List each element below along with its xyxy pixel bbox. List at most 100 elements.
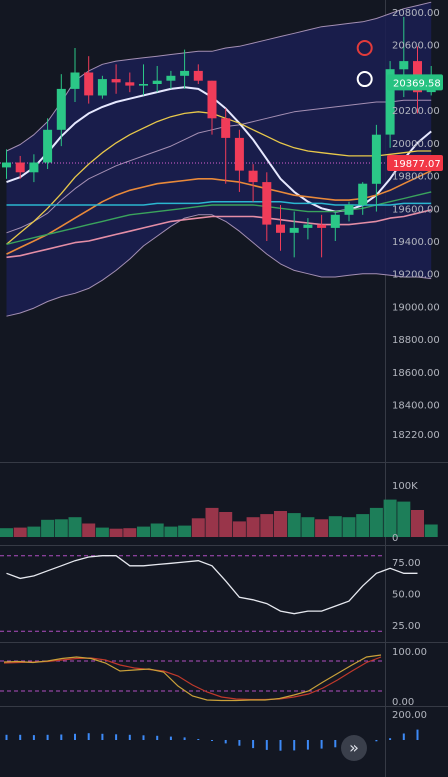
candle-body	[166, 75, 176, 81]
candle	[111, 64, 121, 94]
price-tick-label: 19000.00	[392, 302, 440, 313]
histogram-bar	[142, 735, 145, 740]
histogram-bar	[389, 738, 392, 740]
price-tick-label: 20200.00	[392, 106, 440, 117]
volume-bar	[41, 519, 55, 537]
histogram-bar	[46, 734, 49, 740]
candle	[125, 72, 135, 93]
volume-bar	[383, 499, 397, 537]
overlay-ma-short	[6, 86, 432, 213]
price-tick-label: 19800.00	[392, 172, 440, 183]
histogram-bar	[19, 734, 22, 740]
histogram-bar	[252, 740, 255, 749]
histogram-bar	[115, 734, 118, 740]
volume-bar	[397, 501, 411, 537]
candle	[207, 80, 217, 135]
volume-bar	[191, 518, 205, 537]
candle	[344, 201, 354, 222]
candle-body	[207, 80, 217, 119]
candle	[166, 70, 176, 89]
volume-bar	[328, 516, 342, 537]
candle-body	[358, 183, 368, 205]
candle-body	[125, 82, 135, 86]
histogram-bar	[87, 733, 90, 740]
candlestick-series[interactable]	[2, 16, 436, 258]
candle	[358, 182, 368, 215]
overlay-bollinger-lower	[6, 214, 432, 317]
histogram-bar	[265, 740, 268, 750]
candle	[276, 205, 285, 251]
price-tick-label: 19600.00	[392, 204, 440, 215]
candle	[262, 172, 272, 241]
histogram-bar	[32, 735, 35, 740]
histogram-bar	[279, 740, 282, 751]
oscillator-2-tick-label: 0.00	[392, 697, 414, 708]
volume-bar	[164, 526, 178, 537]
sell-signal-marker	[356, 39, 373, 56]
candle-body	[303, 224, 313, 228]
candle-body	[70, 72, 80, 89]
candle-body	[248, 170, 258, 183]
candle-body	[139, 84, 148, 86]
volume-tick-label: 100K	[392, 481, 418, 492]
volume-bar	[68, 517, 82, 537]
candle-body	[317, 224, 327, 228]
overlay-ma-green	[6, 191, 432, 245]
volume-bar	[137, 526, 150, 537]
histogram-bar	[169, 736, 172, 740]
oscillator-1-tick-label: 75.00	[392, 558, 421, 569]
histogram-bar	[402, 733, 405, 740]
volume-bar	[260, 514, 274, 537]
histogram-bar	[5, 734, 8, 740]
volume-bar	[219, 512, 233, 537]
candle	[289, 211, 299, 258]
candle-body	[56, 88, 66, 130]
candle-body	[234, 137, 244, 171]
candle-body	[2, 162, 11, 168]
oscillator-2-d-line	[3, 656, 382, 701]
histogram-bar	[128, 734, 131, 740]
volume-bar	[342, 517, 356, 537]
price-tag-current-label: 20369.58	[393, 78, 441, 89]
oscillator-1-tick-label: 25.00	[392, 621, 421, 632]
price-tick-label: 18220.00	[392, 430, 440, 441]
histogram-bar	[416, 729, 419, 740]
volume-bar	[95, 527, 109, 537]
buy-signal-marker	[356, 71, 373, 88]
histogram-bar	[293, 740, 296, 751]
price-tick-label: 19400.00	[392, 237, 440, 248]
candle	[29, 154, 39, 183]
overlay-ma-20	[6, 111, 432, 245]
candle-body	[29, 162, 39, 173]
candle-body	[289, 227, 299, 233]
histogram-bar	[197, 739, 200, 740]
price-tick-label: 19200.00	[392, 270, 440, 281]
volume-bar	[369, 507, 383, 537]
histogram-bar	[375, 740, 378, 742]
candle	[303, 218, 313, 240]
volume-bar	[0, 528, 13, 537]
volume-bar	[424, 524, 438, 537]
oscillator-2-tick-label: 100.00	[392, 647, 427, 658]
histogram-bar	[306, 740, 309, 750]
volume-tick-label: 0	[392, 533, 398, 544]
candle	[139, 64, 148, 96]
volume-bar	[27, 526, 41, 537]
volume-bar	[315, 519, 329, 537]
candle-body	[262, 182, 272, 225]
oscillator-1-pane: 75.00 50.00 25.00	[0, 555, 421, 632]
price-tag-current	[387, 74, 443, 91]
candle-body	[97, 79, 107, 96]
expand-chart-button[interactable]: »	[341, 735, 367, 761]
candle	[234, 129, 244, 192]
volume-bar	[246, 517, 260, 537]
volume-bar	[301, 517, 315, 537]
oscillator-2-k-line	[3, 654, 382, 702]
price-tick-label: 20600.00	[392, 41, 440, 52]
volume-bar	[274, 511, 287, 537]
candle-body	[180, 70, 190, 76]
price-axis[interactable]: 20800.0020600.0020400.0020200.0020000.00…	[387, 8, 443, 441]
overlay-ma-pink	[6, 209, 432, 259]
volume-bar	[205, 507, 219, 537]
